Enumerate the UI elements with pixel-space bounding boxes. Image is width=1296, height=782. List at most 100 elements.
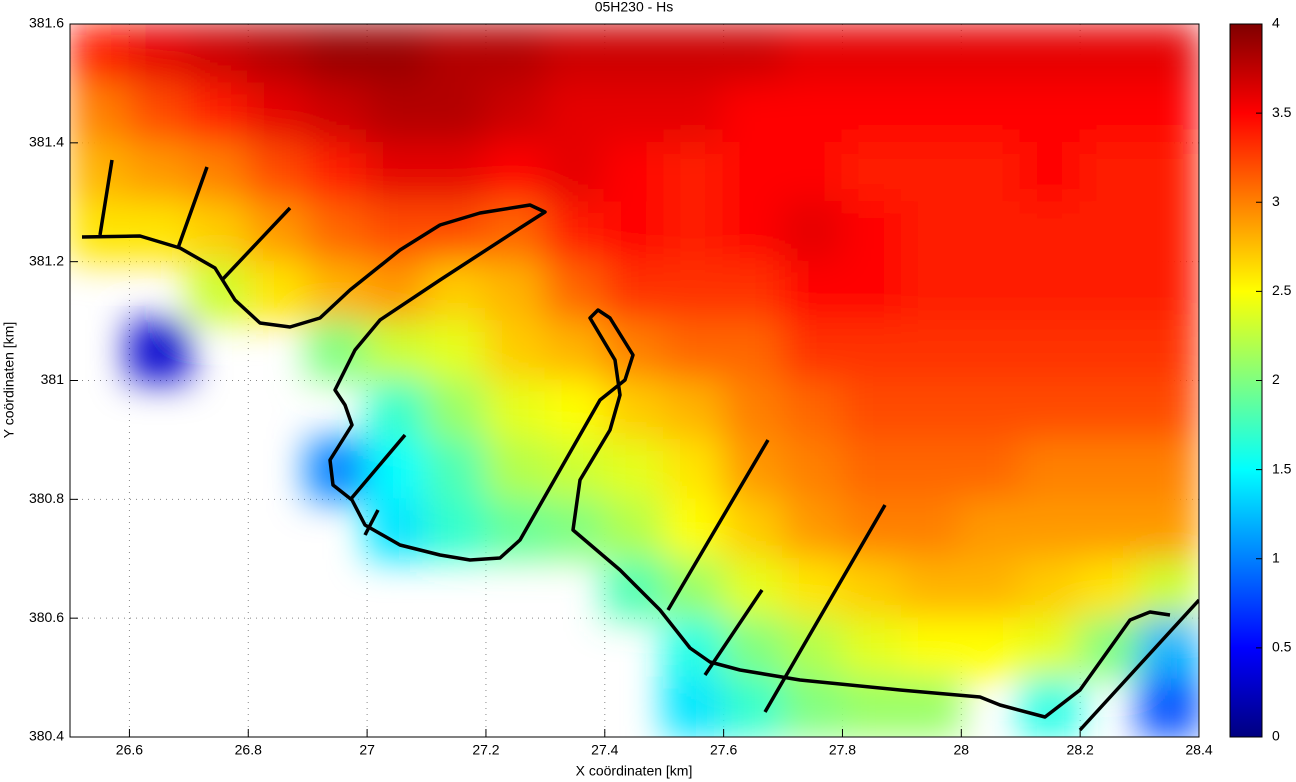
heat-cell xyxy=(900,617,963,679)
heat-cell xyxy=(1019,260,1082,323)
heat-cell xyxy=(663,676,725,737)
heat-cell xyxy=(1019,617,1082,679)
x-tick-label: 27 xyxy=(359,742,375,758)
heat-cell xyxy=(603,438,666,501)
heat-cell xyxy=(306,141,369,204)
heat-cell xyxy=(960,141,1022,204)
colorbar-tick-label: 2 xyxy=(1272,371,1280,387)
heat-cell xyxy=(1138,617,1199,679)
x-axis-label: X coördinaten [km] xyxy=(576,763,693,779)
heat-cell xyxy=(960,438,1022,501)
heat-cell xyxy=(128,320,190,382)
heat-cell xyxy=(544,438,606,501)
heat-cell xyxy=(841,557,903,620)
heat-cell xyxy=(306,82,369,144)
heat-cell xyxy=(900,260,963,323)
heat-cell xyxy=(782,438,844,501)
chart-title: 05H230 - Hs xyxy=(595,0,674,15)
heat-cell xyxy=(900,141,963,204)
heat-cell xyxy=(1079,201,1141,263)
heat-cell xyxy=(187,82,250,144)
colorbar-tick-label: 2.5 xyxy=(1272,282,1292,298)
heat-cell xyxy=(782,557,844,620)
heat-cell xyxy=(841,320,903,382)
heat-cell xyxy=(247,260,309,323)
heat-cell xyxy=(900,379,963,441)
heat-cell xyxy=(1138,201,1199,263)
heat-cell xyxy=(960,82,1022,144)
heat-cell xyxy=(366,141,428,204)
x-tick-label: 27.2 xyxy=(472,742,499,758)
heat-cell xyxy=(782,379,844,441)
heat-cell xyxy=(128,141,190,204)
heat-cell xyxy=(1079,141,1141,204)
colorbar-tick-label: 0 xyxy=(1272,728,1280,744)
heat-cell xyxy=(960,617,1022,679)
heat-cell xyxy=(1019,201,1082,263)
heat-cell xyxy=(841,24,903,85)
heat-cell xyxy=(603,557,666,620)
heat-cell xyxy=(484,379,547,441)
heat-cell xyxy=(425,438,487,501)
heat-cell xyxy=(663,320,725,382)
y-tick-label: 381 xyxy=(41,371,65,387)
x-tick-label: 27.8 xyxy=(829,742,856,758)
heat-cell xyxy=(128,24,190,85)
heat-cell xyxy=(1079,438,1141,501)
heat-cell xyxy=(1019,320,1082,382)
heat-cell xyxy=(663,201,725,263)
heat-cell xyxy=(425,82,487,144)
heat-cell xyxy=(782,201,844,263)
heat-cell xyxy=(900,438,963,501)
x-tick-label: 28.2 xyxy=(1067,742,1094,758)
heat-cell xyxy=(484,141,547,204)
x-tick-label: 27.4 xyxy=(591,742,618,758)
heat-cell xyxy=(1019,557,1082,620)
y-axis-label: Y coördinaten [km] xyxy=(1,322,17,438)
colorbar-tick-label: 1 xyxy=(1272,549,1280,565)
x-tick-label: 26.8 xyxy=(235,742,262,758)
heat-cell xyxy=(366,320,428,382)
heat-cell xyxy=(722,379,785,441)
heat-cell xyxy=(722,201,785,263)
heat-cell xyxy=(1019,498,1082,560)
heat-cell xyxy=(128,82,190,144)
colorbar-tick-label: 4 xyxy=(1272,15,1280,31)
heat-cell xyxy=(366,379,428,441)
heat-cell xyxy=(841,379,903,441)
heat-cell xyxy=(722,82,785,144)
heat-cell xyxy=(70,24,131,85)
heat-cell xyxy=(603,82,666,144)
y-tick-label: 381.4 xyxy=(29,134,64,150)
heat-cell xyxy=(425,24,487,85)
heat-cell xyxy=(1138,438,1199,501)
heat-cell xyxy=(960,557,1022,620)
heat-cell xyxy=(306,201,369,263)
heat-cell xyxy=(722,498,785,560)
heat-cell xyxy=(900,24,963,85)
heat-cell xyxy=(722,438,785,501)
heat-cell xyxy=(841,82,903,144)
heat-cell xyxy=(960,260,1022,323)
heat-cell xyxy=(603,498,666,560)
heat-cell xyxy=(841,438,903,501)
heat-cell xyxy=(841,201,903,263)
x-tick-label: 27.6 xyxy=(710,742,737,758)
colorbar-tick-label: 3.5 xyxy=(1272,104,1292,120)
heat-cell xyxy=(722,676,785,737)
heat-cell xyxy=(544,379,606,441)
heat-cell xyxy=(1019,24,1082,85)
heat-cell xyxy=(544,141,606,204)
heat-cell xyxy=(425,141,487,204)
heat-cell xyxy=(1079,557,1141,620)
heat-cell xyxy=(187,24,250,85)
heat-cell xyxy=(1138,498,1199,560)
heat-cell xyxy=(960,320,1022,382)
heat-cell xyxy=(900,676,963,737)
heat-cell xyxy=(1079,320,1141,382)
heat-cell xyxy=(1138,82,1199,144)
heat-cell xyxy=(603,24,666,85)
heat-cell xyxy=(663,438,725,501)
heat-cell xyxy=(900,320,963,382)
